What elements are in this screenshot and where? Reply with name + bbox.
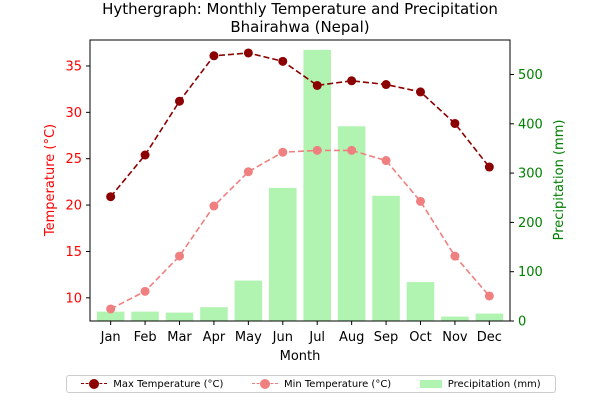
legend-max-swatch <box>81 379 108 389</box>
chart-legend: Max Temperature (°C) Min Temperature (°C… <box>66 375 556 393</box>
min-temperature-series <box>106 145 494 314</box>
chart-title: Hythergraph: Monthly Temperature and Pre… <box>102 0 498 18</box>
max-temp-point-may <box>243 48 253 58</box>
precip-bar-dec <box>475 313 504 321</box>
x-tick-label: Sep <box>374 330 399 345</box>
left-y-tick-label: 15 <box>65 245 82 260</box>
left-y-tick-label: 25 <box>65 152 82 167</box>
max-temp-line <box>110 52 490 198</box>
max-temp-point-mar <box>175 96 185 106</box>
min-temp-point-feb <box>140 286 150 296</box>
legend-max-label: Max Temperature (°C) <box>113 378 224 390</box>
left-y-tick-label: 35 <box>65 59 82 74</box>
x-axis-label: Month <box>280 349 321 364</box>
max-temp-point-nov <box>450 118 460 128</box>
x-tick-label: Aug <box>339 330 364 345</box>
legend-min-label: Min Temperature (°C) <box>283 378 392 390</box>
x-tick-label: Feb <box>134 330 157 345</box>
right-y-axis-label: Precipitation (mm) <box>552 120 567 241</box>
right-y-tick-label: 200 <box>518 216 543 231</box>
x-tick-label: Jun <box>272 330 293 345</box>
left-y-axis-ticks: 10 15 20 25 30 35 <box>65 59 90 306</box>
max-temp-point-feb <box>140 150 150 160</box>
right-y-tick-label: 300 <box>518 167 543 182</box>
left-y-tick-label: 20 <box>65 199 82 214</box>
min-temp-point-apr <box>209 201 219 211</box>
precip-bar-jul <box>303 49 331 321</box>
precip-bar-apr <box>200 307 228 321</box>
left-y-tick-label: 30 <box>65 106 82 121</box>
precip-bar-mar <box>165 312 194 321</box>
max-temp-point-sep <box>381 80 391 90</box>
x-tick-label: Nov <box>442 330 468 345</box>
precip-bar-nov <box>441 316 469 321</box>
min-temp-point-jul <box>312 145 322 155</box>
legend-precip-swatch <box>419 380 442 388</box>
min-temp-point-oct <box>415 196 425 206</box>
x-tick-label: May <box>235 330 262 345</box>
precip-bar-oct <box>406 282 435 321</box>
max-temp-point-jun <box>278 56 288 66</box>
right-y-tick-label: 400 <box>518 117 543 132</box>
right-y-tick-label: 100 <box>518 265 543 280</box>
x-axis-ticks: Jan Feb Mar Apr May Jun Jul Aug Sep Oct Nov Dec <box>100 321 502 345</box>
min-temp-point-sep <box>381 156 391 166</box>
max-temp-point-dec <box>484 162 494 172</box>
max-temp-point-aug <box>347 76 357 86</box>
precip-bar-feb <box>131 311 159 321</box>
right-y-axis-ticks: 0 100 200 300 400 500 <box>510 68 543 330</box>
x-tick-label: Dec <box>477 330 502 345</box>
left-y-axis-label: Temperature (°C) <box>43 124 58 237</box>
min-temp-point-nov <box>450 251 460 261</box>
legend-item-precip: Precipitation (mm) <box>419 378 541 390</box>
min-temp-point-may <box>243 167 253 177</box>
min-temp-point-mar <box>175 251 185 261</box>
x-tick-label: Jul <box>308 330 325 345</box>
precipitation-bars <box>96 49 504 321</box>
min-temp-point-jun <box>278 147 288 157</box>
legend-min-swatch <box>251 379 278 389</box>
max-temp-point-jul <box>312 80 322 90</box>
min-temp-point-aug <box>347 145 357 155</box>
legend-item-max: Max Temperature (°C) <box>81 379 223 390</box>
plot-frame <box>89 39 511 322</box>
precip-bar-may <box>234 280 263 321</box>
min-temp-point-jan <box>106 304 116 314</box>
right-y-tick-label: 0 <box>518 315 526 330</box>
x-tick-label: Oct <box>409 330 431 345</box>
precip-bar-jun <box>269 187 297 321</box>
chart-subtitle: Bhairahwa (Nepal) <box>230 18 369 36</box>
max-temp-point-jan <box>106 192 116 202</box>
x-tick-label: Jan <box>100 330 121 345</box>
precip-bar-aug <box>337 126 366 321</box>
legend-item-min: Min Temperature (°C) <box>251 378 392 390</box>
precip-bar-sep <box>372 195 400 321</box>
x-tick-label: Apr <box>203 330 226 345</box>
min-temp-point-dec <box>484 291 494 301</box>
max-temp-point-oct <box>415 87 425 97</box>
min-temp-line <box>110 149 490 310</box>
precip-bar-jan <box>96 311 125 321</box>
right-y-tick-label: 500 <box>518 68 543 83</box>
legend-precip-label: Precipitation (mm) <box>447 378 541 390</box>
max-temperature-series <box>106 48 494 202</box>
x-tick-label: Mar <box>167 330 192 345</box>
max-temp-point-apr <box>209 51 219 61</box>
left-y-tick-label: 10 <box>65 291 82 306</box>
